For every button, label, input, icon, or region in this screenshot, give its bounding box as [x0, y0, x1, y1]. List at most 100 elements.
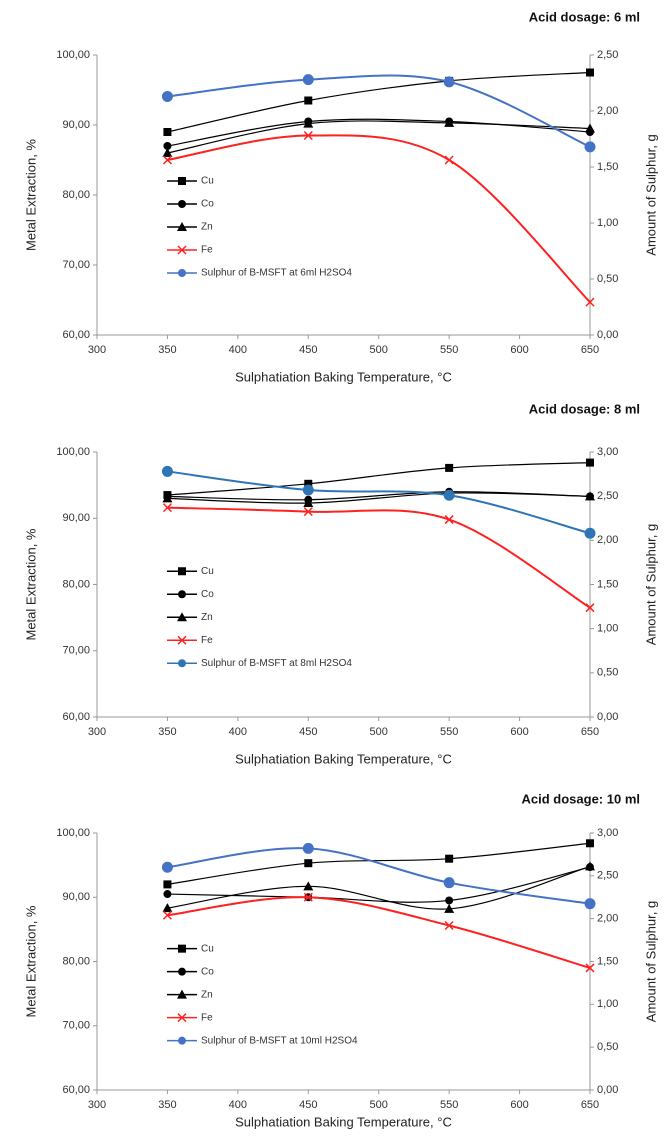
y-tick-label: 60,00	[62, 329, 90, 341]
legend-label: Co	[201, 589, 214, 600]
legend-label: Sulphur of B-MSFT at 8ml H2SO4	[201, 658, 352, 669]
marker	[585, 123, 595, 133]
legend-marker	[178, 200, 186, 208]
y2-tick-label: 1,00	[597, 217, 618, 229]
marker	[444, 920, 454, 931]
y-tick-label: 80,00	[62, 578, 90, 590]
legend-label: Fe	[201, 635, 213, 646]
y2-tick-label: 2,00	[597, 913, 618, 925]
x-tick-label: 550	[440, 726, 458, 738]
y2-tick-label: 2,00	[597, 105, 618, 117]
marker	[445, 463, 454, 472]
y2-tick-label: 3,00	[597, 446, 618, 458]
marker	[302, 484, 314, 496]
y-tick-label: 60,00	[62, 711, 90, 723]
series-line	[167, 492, 591, 504]
marker	[444, 117, 455, 127]
x-tick-label: 450	[299, 344, 317, 356]
marker	[162, 148, 173, 157]
marker	[303, 892, 313, 902]
legend-label: Zn	[201, 612, 213, 623]
legend-label: Co	[201, 199, 214, 210]
series-line	[167, 120, 591, 154]
marker	[163, 890, 172, 899]
x-tick-label: 450	[299, 1099, 317, 1111]
y2-tick-label: 0,00	[597, 1084, 618, 1096]
series-line	[167, 506, 591, 609]
series-line	[167, 896, 591, 969]
marker	[444, 515, 454, 525]
y-axis-title: Metal Extraction, %	[23, 905, 38, 1017]
marker	[585, 963, 595, 973]
y2-tick-label: 0,50	[597, 273, 618, 285]
x-tick-label: 350	[158, 344, 176, 356]
marker	[163, 142, 172, 150]
x-axis-title: Sulphatiation Baking Temperature, °C	[235, 751, 452, 766]
y-tick-label: 60,00	[62, 1084, 90, 1096]
x-tick-label: 400	[229, 726, 247, 738]
legend-label: Sulphur of B-MSFT at 6ml H2SO4	[201, 268, 352, 279]
marker	[161, 861, 173, 873]
legend-marker	[178, 967, 186, 976]
y-tick-label: 80,00	[62, 189, 90, 201]
chart-title: Acid dosage: 6 ml	[529, 9, 640, 24]
legend-marker	[178, 944, 186, 953]
marker	[303, 498, 314, 508]
chart-title: Acid dosage: 8 ml	[529, 401, 640, 416]
marker	[303, 118, 314, 128]
y2-tick-label: 0,50	[597, 1041, 618, 1053]
y-tick-label: 80,00	[62, 955, 90, 967]
y-tick-label: 100,00	[56, 827, 90, 839]
x-tick-label: 500	[370, 1099, 388, 1111]
x-tick-label: 650	[581, 344, 599, 356]
y-tick-label: 90,00	[62, 119, 90, 131]
marker	[584, 898, 596, 910]
x-tick-label: 300	[88, 726, 106, 738]
legend-label: Co	[201, 966, 214, 977]
y2-axis-title: Amount of Sulphur, g	[643, 524, 658, 645]
y2-tick-label: 1,50	[597, 161, 618, 173]
legend-label: Fe	[201, 245, 213, 256]
legend-label: Cu	[201, 566, 214, 577]
marker	[162, 155, 172, 165]
y-axis-title: Metal Extraction, %	[23, 528, 38, 640]
legend-label: Cu	[201, 176, 214, 187]
marker	[162, 493, 173, 503]
y2-tick-label: 3,00	[597, 827, 618, 839]
x-tick-label: 400	[229, 344, 247, 356]
marker	[445, 854, 454, 863]
marker	[585, 861, 595, 871]
marker	[443, 877, 455, 889]
marker	[304, 859, 313, 868]
marker	[584, 141, 596, 153]
series-line	[167, 866, 591, 903]
y-tick-label: 100,00	[56, 446, 90, 458]
marker	[163, 128, 172, 136]
y2-tick-label: 1,50	[597, 955, 618, 967]
marker	[586, 839, 594, 848]
series-line	[167, 847, 591, 905]
marker	[163, 880, 172, 889]
x-tick-label: 350	[158, 1099, 176, 1111]
legend-marker	[178, 269, 186, 277]
x-tick-label: 600	[510, 726, 528, 738]
y-axis-title: Metal Extraction, %	[23, 139, 38, 251]
x-tick-label: 450	[299, 726, 317, 738]
y-tick-label: 70,00	[62, 259, 90, 271]
legend-marker	[177, 989, 187, 999]
y-tick-label: 70,00	[62, 1020, 90, 1032]
marker	[304, 479, 313, 488]
marker	[443, 489, 455, 501]
legend-marker	[177, 1013, 187, 1023]
marker	[161, 465, 173, 477]
series-line	[167, 842, 591, 885]
legend-label: Cu	[201, 943, 214, 954]
y2-axis-title: Amount of Sulphur, g	[643, 134, 658, 255]
legend-label: Zn	[201, 222, 213, 233]
legend-marker	[178, 567, 186, 576]
x-tick-label: 600	[510, 344, 528, 356]
legend-marker	[178, 590, 186, 599]
y2-tick-label: 2,00	[597, 534, 618, 546]
x-tick-label: 600	[510, 1099, 528, 1111]
legend-marker	[178, 659, 186, 668]
